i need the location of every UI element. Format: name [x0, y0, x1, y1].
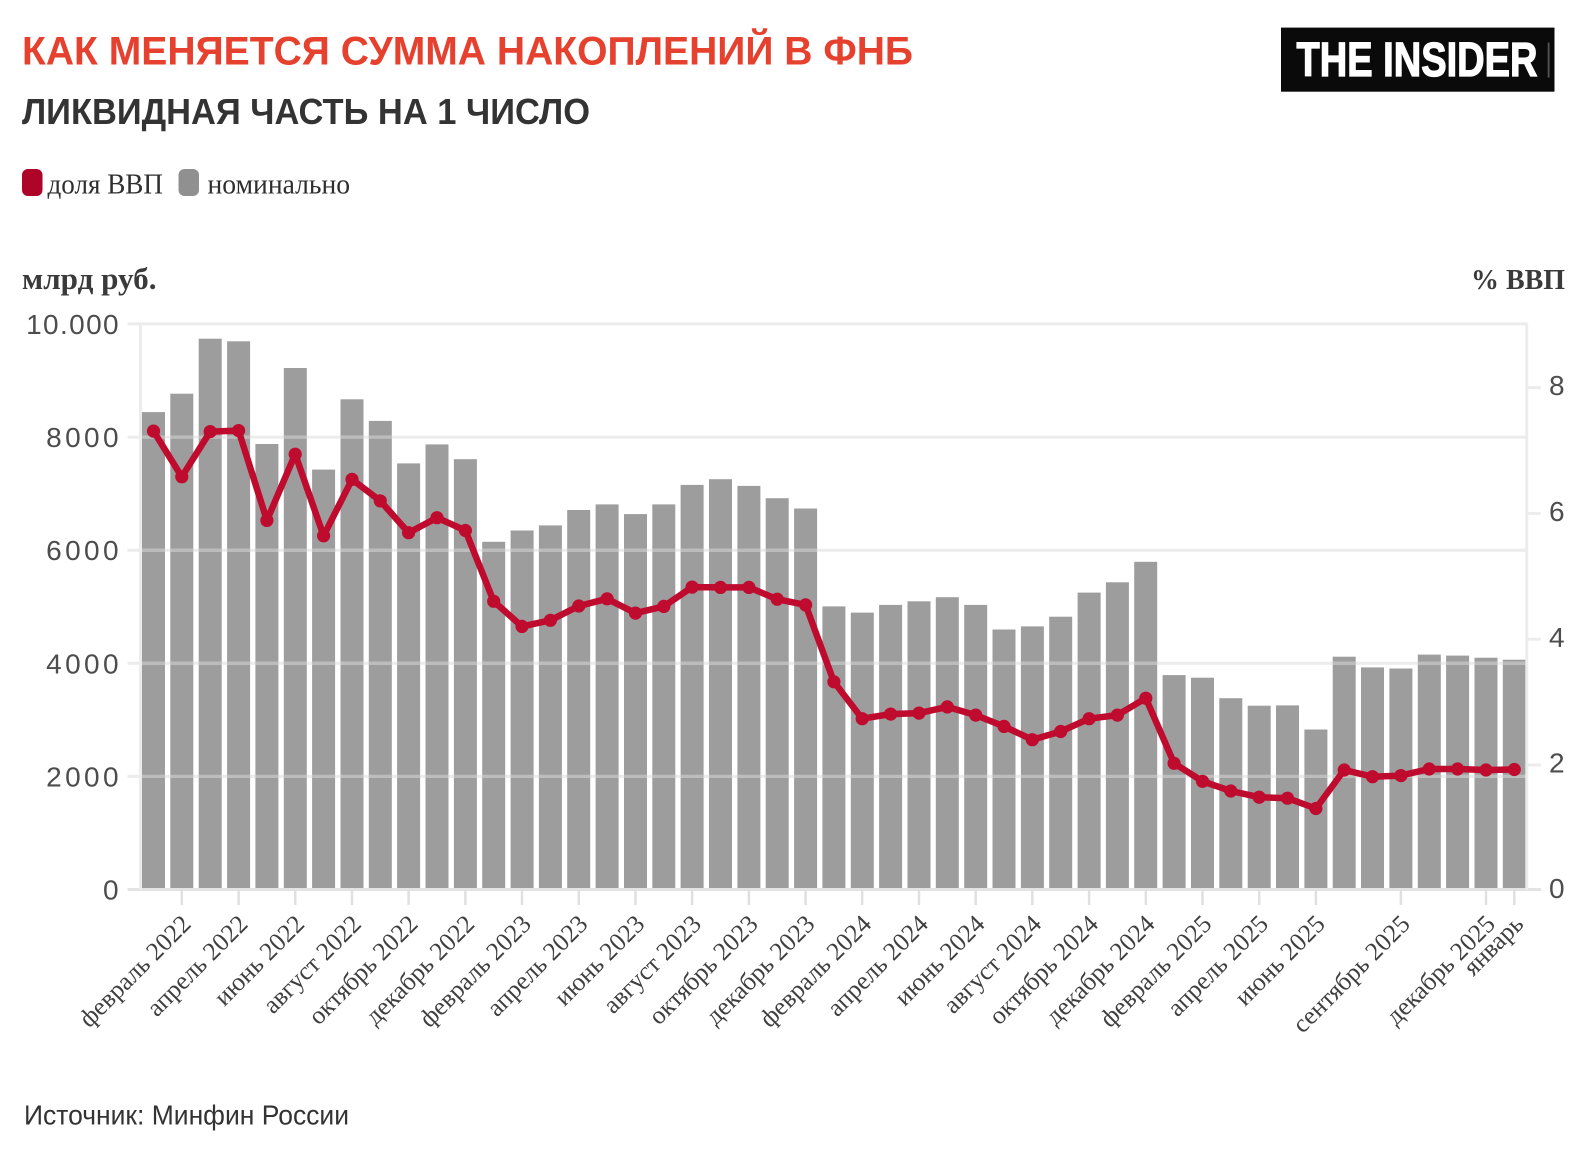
svg-text:10.000: 10.000: [26, 309, 119, 340]
svg-text:млрд руб.: млрд руб.: [22, 261, 157, 296]
svg-text:ЛИКВИДНАЯ ЧАСТЬ НА 1 ЧИСЛО: ЛИКВИДНАЯ ЧАСТЬ НА 1 ЧИСЛО: [22, 91, 590, 132]
svg-text:6: 6: [1549, 496, 1565, 527]
svg-text:доля ВВП: доля ВВП: [48, 170, 163, 201]
svg-text:% ВВП: % ВВП: [1471, 264, 1565, 296]
svg-text:0: 0: [1549, 873, 1565, 904]
svg-text:THE INSIDER: THE INSIDER: [1297, 34, 1538, 87]
svg-text:4: 4: [1549, 622, 1565, 653]
svg-text:2: 2: [1549, 748, 1565, 779]
svg-text:0: 0: [103, 875, 119, 906]
svg-text:Источник: Минфин России: Источник: Минфин России: [24, 1100, 349, 1131]
svg-text:8: 8: [1549, 370, 1565, 401]
svg-text:номинально: номинально: [208, 170, 351, 201]
svg-text:КАК МЕНЯЕТСЯ СУММА НАКОПЛЕНИЙ: КАК МЕНЯЕТСЯ СУММА НАКОПЛЕНИЙ В ФНБ: [22, 27, 913, 73]
